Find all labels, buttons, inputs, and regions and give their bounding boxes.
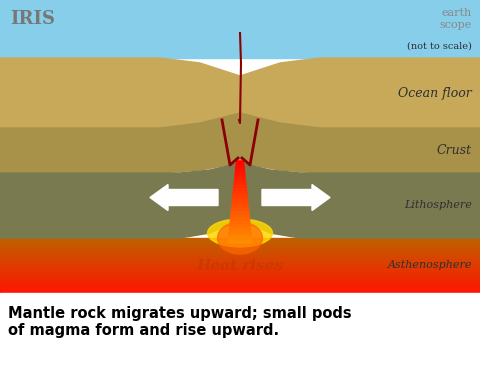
Text: earth
scope: earth scope	[440, 8, 472, 29]
Bar	[0, 256, 480, 258]
Polygon shape	[231, 207, 249, 210]
Polygon shape	[229, 227, 251, 230]
Bar	[0, 272, 480, 275]
Text: Ocean floor: Ocean floor	[398, 86, 472, 99]
Bar	[0, 291, 480, 293]
FancyArrow shape	[150, 184, 218, 210]
Bar	[0, 245, 480, 247]
Polygon shape	[232, 197, 248, 200]
Polygon shape	[0, 58, 480, 128]
Bar	[0, 263, 480, 265]
Bar	[0, 0, 480, 58]
Polygon shape	[231, 213, 249, 217]
Bar	[0, 248, 480, 251]
Bar	[0, 261, 480, 263]
Bar	[0, 289, 480, 291]
Text: Lithosphere: Lithosphere	[404, 201, 472, 210]
Polygon shape	[232, 204, 248, 207]
Polygon shape	[234, 177, 246, 181]
Bar	[0, 274, 480, 276]
Polygon shape	[236, 164, 244, 167]
Polygon shape	[236, 167, 244, 171]
Polygon shape	[234, 184, 246, 187]
Text: Asthenosphere: Asthenosphere	[387, 261, 472, 270]
Polygon shape	[228, 237, 252, 240]
Polygon shape	[228, 240, 252, 243]
Bar	[0, 270, 480, 273]
Polygon shape	[0, 113, 480, 173]
Bar	[0, 265, 480, 267]
Bar	[0, 259, 480, 262]
Polygon shape	[233, 187, 247, 191]
Bar	[0, 293, 480, 368]
Bar	[0, 267, 480, 269]
Polygon shape	[235, 174, 245, 177]
Text: Mantle rock migrates upward; small pods
of magma form and rise upward.: Mantle rock migrates upward; small pods …	[8, 306, 352, 339]
Bar	[0, 258, 480, 260]
Bar	[0, 276, 480, 278]
Polygon shape	[0, 163, 480, 238]
Bar	[0, 247, 480, 249]
Polygon shape	[228, 233, 252, 237]
Bar	[0, 283, 480, 286]
Polygon shape	[233, 194, 247, 197]
Bar	[0, 280, 480, 282]
Polygon shape	[234, 181, 246, 184]
Bar	[0, 254, 480, 256]
FancyArrow shape	[262, 184, 330, 210]
Polygon shape	[230, 223, 250, 227]
Bar	[0, 287, 480, 289]
Polygon shape	[230, 217, 250, 220]
Ellipse shape	[217, 222, 263, 254]
Polygon shape	[236, 161, 244, 164]
Polygon shape	[233, 191, 247, 194]
Text: Crust: Crust	[437, 144, 472, 157]
Bar	[0, 285, 480, 287]
Text: IRIS: IRIS	[10, 10, 55, 28]
Polygon shape	[235, 171, 245, 174]
Bar	[0, 282, 480, 284]
Text: Heat rises: Heat rises	[196, 258, 284, 272]
Bar	[0, 252, 480, 255]
Polygon shape	[229, 230, 251, 233]
Bar	[0, 241, 480, 244]
Bar	[0, 250, 480, 253]
Bar	[0, 278, 480, 280]
Ellipse shape	[207, 219, 273, 247]
Bar	[0, 237, 480, 240]
Bar	[0, 243, 480, 245]
Text: (not to scale): (not to scale)	[407, 42, 472, 50]
Bar	[0, 239, 480, 242]
Polygon shape	[230, 220, 250, 223]
Polygon shape	[231, 210, 249, 213]
Bar	[0, 269, 480, 271]
Polygon shape	[232, 200, 248, 204]
